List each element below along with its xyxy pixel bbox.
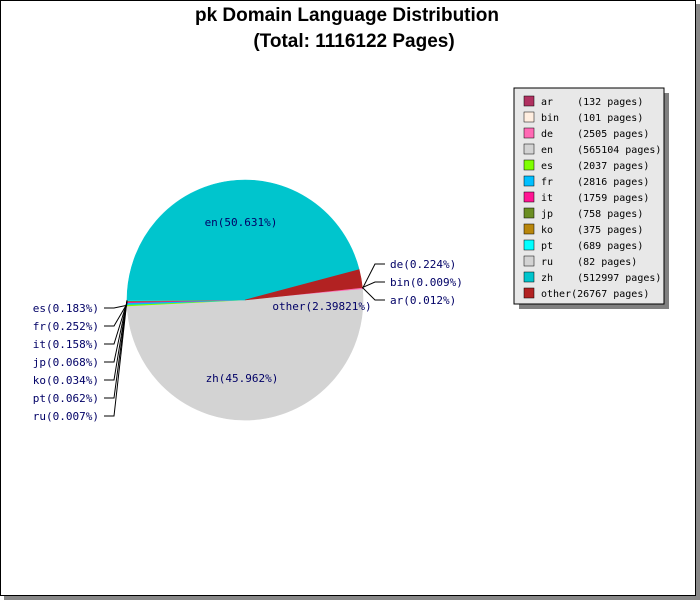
legend-swatch-fr	[523, 175, 535, 187]
legend-entry-en: en (565104 pages)	[541, 145, 661, 156]
pie-label-pt: pt(0.062%)	[33, 392, 99, 405]
leader-line-ko	[104, 300, 128, 381]
pie-label-de: de(0.224%)	[390, 258, 456, 271]
chart-subtitle: (Total: 1116122 Pages)	[253, 31, 454, 52]
pie-label-bin: bin(0.009%)	[390, 276, 463, 289]
pie-label-es: es(0.183%)	[33, 302, 99, 315]
legend-items: ar (132 pages) bin (101 pages) de (2505 pa…	[523, 95, 661, 300]
leader-line-pt	[104, 300, 128, 399]
pie-label-it: it(0.158%)	[33, 338, 99, 351]
legend-swatch-zh	[523, 271, 535, 283]
pie-label-ar: ar(0.012%)	[390, 294, 456, 307]
leader-line-bin	[362, 281, 385, 289]
leader-line-ru	[104, 300, 128, 417]
pie-slice-en	[126, 288, 364, 421]
legend-swatch-other	[523, 287, 535, 299]
legend-swatch-en	[523, 143, 535, 155]
leader-line-ar	[362, 287, 385, 301]
legend-entry-jp: jp (758 pages)	[541, 209, 643, 220]
legend: ar (132 pages) bin (101 pages) de (2505 pa…	[513, 87, 669, 309]
legend-entry-it: it (1759 pages)	[541, 193, 649, 204]
legend-swatch-de	[523, 127, 535, 139]
legend-swatch-ar	[523, 95, 535, 107]
legend-swatch-pt	[523, 239, 535, 251]
legend-entry-ko: ko (375 pages)	[541, 225, 643, 236]
legend-swatch-es	[523, 159, 535, 171]
legend-entry-de: de (2505 pages)	[541, 129, 649, 140]
legend-entry-ru: ru (82 pages)	[541, 257, 637, 268]
leader-line-de	[362, 263, 385, 289]
leader-line-it	[104, 301, 128, 345]
legend-swatch-bin	[523, 111, 535, 123]
legend-entry-pt: pt (689 pages)	[541, 241, 643, 252]
legend-swatch-ko	[523, 223, 535, 235]
leader-line-fr	[104, 303, 128, 327]
pie-label-ko: ko(0.034%)	[33, 374, 99, 387]
pie-label-fr: fr(0.252%)	[33, 320, 99, 333]
legend-swatch-it	[523, 191, 535, 203]
pie-label-ru: ru(0.007%)	[33, 410, 99, 423]
legend-entry-bin: bin (101 pages)	[541, 113, 643, 124]
pie-slice-zh	[126, 179, 360, 301]
chart-title: pk Domain Language Distribution	[195, 5, 499, 26]
legend-entry-zh: zh (512997 pages)	[541, 273, 661, 284]
pie-label-other: other(2.39821%)	[272, 300, 371, 313]
pie-labels: ar(0.012%) bin(0.009%) de(0.224%) en(50.631…	[33, 216, 463, 423]
pie-label-jp: jp(0.068%)	[33, 356, 99, 369]
pie-label-en: en(50.631%)	[205, 216, 278, 229]
legend-swatch-jp	[523, 207, 535, 219]
legend-entry-fr: fr (2816 pages)	[541, 177, 649, 188]
legend-box	[513, 87, 665, 305]
legend-swatch-ru	[523, 255, 535, 267]
legend-entry-es: es (2037 pages)	[541, 161, 649, 172]
leader-line-jp	[104, 301, 128, 363]
leader-line-es	[104, 304, 128, 309]
label-leaders	[104, 263, 385, 417]
legend-entry-other: other(26767 pages)	[541, 289, 649, 300]
pie-label-zh: zh(45.962%)	[206, 372, 279, 385]
legend-entry-ar: ar (132 pages)	[541, 97, 643, 108]
